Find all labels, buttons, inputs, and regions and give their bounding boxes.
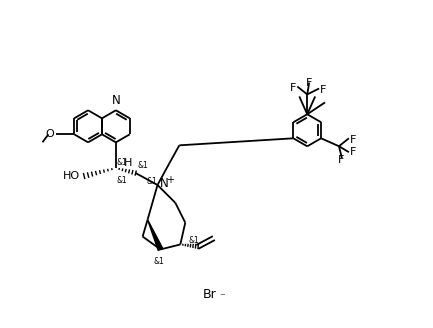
Text: F: F [290,84,297,93]
Text: F: F [306,77,312,88]
Text: &1: &1 [146,176,157,186]
Text: F: F [350,135,356,145]
Text: H: H [123,158,132,168]
Text: &1: &1 [117,176,128,185]
Text: N: N [159,177,168,191]
Text: F: F [350,147,356,157]
Text: +: + [166,175,174,185]
Text: &1: &1 [117,158,128,167]
Text: HO: HO [63,171,80,181]
Text: O: O [45,129,55,139]
Text: &1: &1 [188,236,199,245]
Text: N: N [111,94,120,107]
Text: F: F [338,155,344,165]
Polygon shape [148,220,163,250]
Text: &1: &1 [153,257,164,266]
Text: Br: Br [203,288,217,301]
Text: ⁻: ⁻ [219,292,225,302]
Text: &1: &1 [138,161,149,170]
Text: F: F [320,86,326,95]
